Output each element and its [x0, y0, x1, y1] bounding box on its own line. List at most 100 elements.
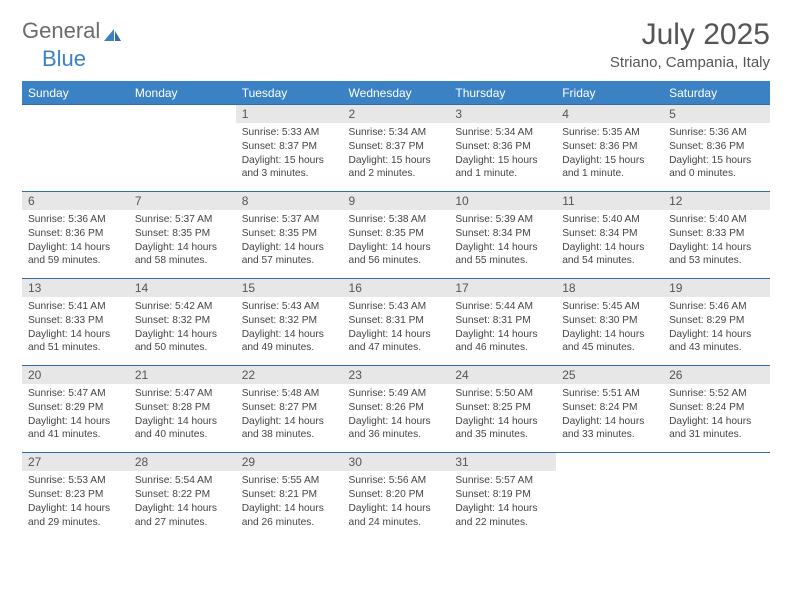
day-number-cell: [663, 453, 770, 472]
daynum-row: 2728293031: [22, 453, 770, 472]
daylight-line: Daylight: 14 hours and 53 minutes.: [669, 241, 764, 269]
day-number-cell: 27: [22, 453, 129, 472]
sunset-line: Sunset: 8:35 PM: [349, 227, 444, 241]
sunrise-line: Sunrise: 5:50 AM: [455, 387, 550, 401]
daylight-line: Daylight: 14 hours and 31 minutes.: [669, 415, 764, 443]
day-content-cell: Sunrise: 5:34 AMSunset: 8:37 PMDaylight:…: [343, 123, 450, 192]
day-number-cell: 15: [236, 279, 343, 298]
daylight-line: Daylight: 14 hours and 22 minutes.: [455, 502, 550, 530]
sunrise-line: Sunrise: 5:34 AM: [349, 126, 444, 140]
sunset-line: Sunset: 8:37 PM: [242, 140, 337, 154]
daylight-line: Daylight: 14 hours and 50 minutes.: [135, 328, 230, 356]
daylight-line: Daylight: 14 hours and 46 minutes.: [455, 328, 550, 356]
sunset-line: Sunset: 8:29 PM: [669, 314, 764, 328]
day-number-cell: 7: [129, 192, 236, 211]
day-number-cell: 14: [129, 279, 236, 298]
day-number-cell: 23: [343, 366, 450, 385]
sunrise-line: Sunrise: 5:37 AM: [242, 213, 337, 227]
weekday-header: Monday: [129, 82, 236, 105]
sunrise-line: Sunrise: 5:51 AM: [562, 387, 657, 401]
sunrise-line: Sunrise: 5:36 AM: [28, 213, 123, 227]
sunset-line: Sunset: 8:26 PM: [349, 401, 444, 415]
daylight-line: Daylight: 14 hours and 33 minutes.: [562, 415, 657, 443]
sunset-line: Sunset: 8:33 PM: [669, 227, 764, 241]
daylight-line: Daylight: 14 hours and 55 minutes.: [455, 241, 550, 269]
day-content-cell: Sunrise: 5:44 AMSunset: 8:31 PMDaylight:…: [449, 297, 556, 366]
day-content-cell: Sunrise: 5:40 AMSunset: 8:34 PMDaylight:…: [556, 210, 663, 279]
weekday-header-row: Sunday Monday Tuesday Wednesday Thursday…: [22, 82, 770, 105]
month-title: July 2025: [610, 18, 770, 52]
sunrise-line: Sunrise: 5:44 AM: [455, 300, 550, 314]
daylight-line: Daylight: 14 hours and 47 minutes.: [349, 328, 444, 356]
sunrise-line: Sunrise: 5:40 AM: [669, 213, 764, 227]
daylight-line: Daylight: 14 hours and 56 minutes.: [349, 241, 444, 269]
daylight-line: Daylight: 15 hours and 0 minutes.: [669, 154, 764, 182]
day-number-cell: 17: [449, 279, 556, 298]
daylight-line: Daylight: 14 hours and 45 minutes.: [562, 328, 657, 356]
day-number-cell: 10: [449, 192, 556, 211]
sunrise-line: Sunrise: 5:37 AM: [135, 213, 230, 227]
daylight-line: Daylight: 14 hours and 38 minutes.: [242, 415, 337, 443]
sunset-line: Sunset: 8:24 PM: [669, 401, 764, 415]
sunset-line: Sunset: 8:24 PM: [562, 401, 657, 415]
day-number-cell: 19: [663, 279, 770, 298]
sunset-line: Sunset: 8:36 PM: [28, 227, 123, 241]
day-content-cell: Sunrise: 5:36 AMSunset: 8:36 PMDaylight:…: [663, 123, 770, 192]
content-row: Sunrise: 5:47 AMSunset: 8:29 PMDaylight:…: [22, 384, 770, 453]
sunrise-line: Sunrise: 5:33 AM: [242, 126, 337, 140]
day-number-cell: 13: [22, 279, 129, 298]
day-content-cell: Sunrise: 5:43 AMSunset: 8:32 PMDaylight:…: [236, 297, 343, 366]
day-number-cell: 18: [556, 279, 663, 298]
day-number-cell: [129, 105, 236, 124]
daylight-line: Daylight: 14 hours and 40 minutes.: [135, 415, 230, 443]
day-number-cell: 2: [343, 105, 450, 124]
day-number-cell: [22, 105, 129, 124]
day-content-cell: Sunrise: 5:39 AMSunset: 8:34 PMDaylight:…: [449, 210, 556, 279]
day-content-cell: Sunrise: 5:50 AMSunset: 8:25 PMDaylight:…: [449, 384, 556, 453]
sunset-line: Sunset: 8:30 PM: [562, 314, 657, 328]
sunset-line: Sunset: 8:34 PM: [455, 227, 550, 241]
content-row: Sunrise: 5:36 AMSunset: 8:36 PMDaylight:…: [22, 210, 770, 279]
sunrise-line: Sunrise: 5:35 AM: [562, 126, 657, 140]
sunrise-line: Sunrise: 5:38 AM: [349, 213, 444, 227]
day-content-cell: Sunrise: 5:53 AMSunset: 8:23 PMDaylight:…: [22, 471, 129, 539]
daynum-row: 6789101112: [22, 192, 770, 211]
daylight-line: Daylight: 14 hours and 36 minutes.: [349, 415, 444, 443]
sunset-line: Sunset: 8:23 PM: [28, 488, 123, 502]
sunrise-line: Sunrise: 5:34 AM: [455, 126, 550, 140]
brand-logo: General: [22, 18, 122, 44]
day-content-cell: Sunrise: 5:56 AMSunset: 8:20 PMDaylight:…: [343, 471, 450, 539]
day-content-cell: Sunrise: 5:41 AMSunset: 8:33 PMDaylight:…: [22, 297, 129, 366]
day-content-cell: Sunrise: 5:57 AMSunset: 8:19 PMDaylight:…: [449, 471, 556, 539]
day-content-cell: Sunrise: 5:37 AMSunset: 8:35 PMDaylight:…: [129, 210, 236, 279]
day-number-cell: 8: [236, 192, 343, 211]
day-content-cell: Sunrise: 5:47 AMSunset: 8:28 PMDaylight:…: [129, 384, 236, 453]
content-row: Sunrise: 5:41 AMSunset: 8:33 PMDaylight:…: [22, 297, 770, 366]
day-number-cell: 4: [556, 105, 663, 124]
sunset-line: Sunset: 8:36 PM: [669, 140, 764, 154]
daylight-line: Daylight: 14 hours and 59 minutes.: [28, 241, 123, 269]
day-number-cell: 25: [556, 366, 663, 385]
day-content-cell: [556, 471, 663, 539]
weekday-header: Saturday: [663, 82, 770, 105]
daylight-line: Daylight: 14 hours and 57 minutes.: [242, 241, 337, 269]
daylight-line: Daylight: 14 hours and 43 minutes.: [669, 328, 764, 356]
content-row: Sunrise: 5:53 AMSunset: 8:23 PMDaylight:…: [22, 471, 770, 539]
sunset-line: Sunset: 8:27 PM: [242, 401, 337, 415]
day-number-cell: 12: [663, 192, 770, 211]
day-number-cell: 24: [449, 366, 556, 385]
day-content-cell: Sunrise: 5:45 AMSunset: 8:30 PMDaylight:…: [556, 297, 663, 366]
day-number-cell: 3: [449, 105, 556, 124]
daylight-line: Daylight: 14 hours and 26 minutes.: [242, 502, 337, 530]
daynum-row: 20212223242526: [22, 366, 770, 385]
day-content-cell: Sunrise: 5:36 AMSunset: 8:36 PMDaylight:…: [22, 210, 129, 279]
sunrise-line: Sunrise: 5:45 AM: [562, 300, 657, 314]
day-number-cell: 26: [663, 366, 770, 385]
day-content-cell: [129, 123, 236, 192]
sunset-line: Sunset: 8:35 PM: [242, 227, 337, 241]
daylight-line: Daylight: 14 hours and 35 minutes.: [455, 415, 550, 443]
weekday-header: Thursday: [449, 82, 556, 105]
sunset-line: Sunset: 8:31 PM: [349, 314, 444, 328]
sunset-line: Sunset: 8:37 PM: [349, 140, 444, 154]
daylight-line: Daylight: 14 hours and 58 minutes.: [135, 241, 230, 269]
